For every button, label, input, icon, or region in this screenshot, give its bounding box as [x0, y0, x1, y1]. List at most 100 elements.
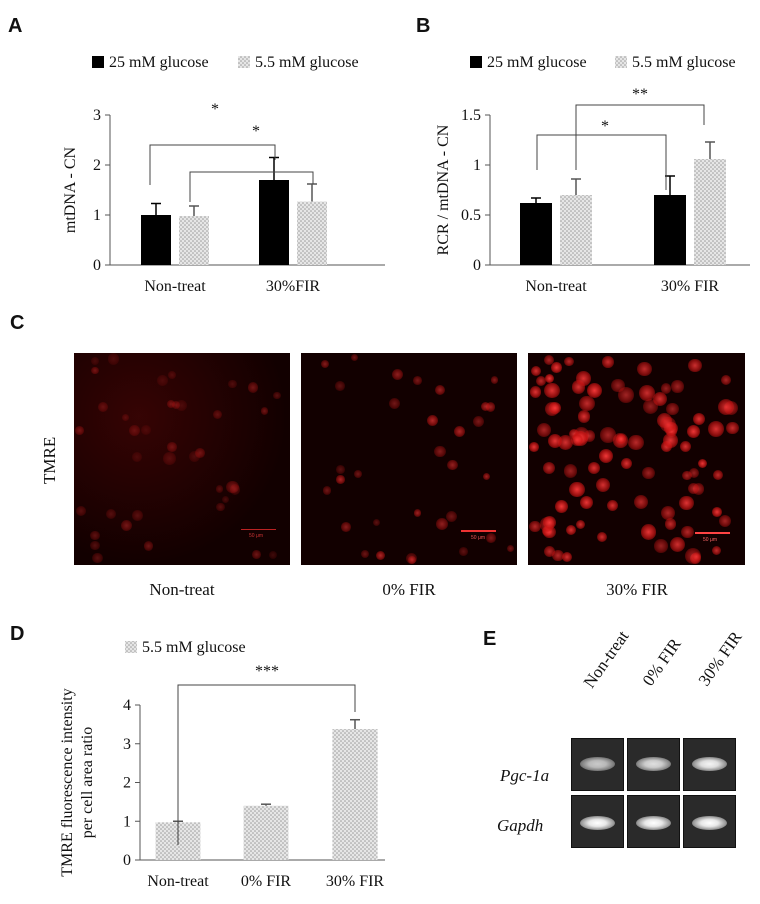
fluorescent-cell: [563, 464, 578, 478]
panel-label-e: E: [483, 628, 497, 650]
fluorescent-cell: [360, 550, 369, 559]
micrograph-non-treat: 50 μm: [74, 353, 290, 565]
micrograph-30-fir: 50 μm: [528, 353, 745, 565]
fluorescent-cell: [132, 510, 143, 521]
bar: [520, 203, 552, 265]
bar: [654, 195, 686, 265]
fluorescent-cell: [413, 375, 422, 385]
gel-lane-gapdh-0-fir: [627, 795, 680, 848]
gel-lane-gapdh-non-treat: [571, 795, 624, 848]
bar: [179, 216, 209, 265]
fluorescent-cell: [216, 503, 225, 512]
fluorescent-cell: [336, 475, 345, 484]
legend-label: 25 mM glucose: [487, 54, 587, 71]
fluorescent-cell: [121, 519, 133, 531]
fluorescent-cell: [506, 545, 515, 553]
fluorescent-cell: [711, 545, 722, 555]
fluorescent-cell: [543, 516, 556, 529]
fluorescent-cell: [726, 421, 739, 435]
fluorescent-cell: [252, 549, 261, 559]
y-tick-label: 1: [473, 157, 481, 174]
fluorescent-cell: [529, 442, 539, 453]
bar: [332, 729, 378, 860]
fluorescent-cell: [176, 400, 188, 412]
fluorescent-cell: [413, 509, 422, 517]
legend-swatch: [92, 56, 104, 68]
fluorescent-cell: [350, 354, 358, 362]
y-tick-label: 1: [93, 207, 101, 224]
fluorescent-cell: [226, 480, 239, 494]
fluorescent-cell: [679, 495, 694, 511]
fluorescent-cell: [75, 426, 85, 435]
fluorescent-cell: [642, 466, 655, 480]
y-axis-label-line2: per cell area ratio: [79, 727, 96, 838]
micrograph-label-0-fir: 0% FIR: [382, 580, 436, 599]
fluorescent-cell: [156, 374, 168, 386]
fluorescent-cell: [212, 409, 223, 420]
fluorescent-cell: [458, 547, 468, 556]
fluorescent-cell: [536, 375, 547, 387]
fluorescent-cell: [551, 362, 562, 373]
fluorescent-cell: [638, 385, 655, 401]
fluorescent-cell: [376, 551, 386, 561]
fluorescent-cell: [167, 371, 176, 380]
x-tick-label: 0% FIR: [241, 873, 292, 890]
bar: [560, 195, 592, 265]
significance-label: *: [252, 123, 260, 140]
fluorescent-cell: [131, 451, 142, 462]
fluorescent-cell: [708, 421, 724, 437]
fluorescent-cell: [143, 541, 154, 551]
fluorescent-cell: [433, 445, 446, 458]
fluorescent-cell: [321, 359, 330, 368]
bar: [259, 180, 289, 265]
fluorescent-cell: [554, 500, 568, 514]
significance-label: **: [632, 86, 648, 103]
legend-label: 5.5 mM glucose: [632, 54, 736, 71]
legend-label: 25 mM glucose: [109, 54, 209, 71]
fluorescent-cell: [606, 499, 618, 511]
fluorescent-cell: [472, 416, 484, 428]
fluorescent-cell: [221, 495, 229, 504]
fluorescent-cell: [529, 521, 541, 533]
y-axis-label: RCR / mtDNA - CN: [435, 124, 452, 255]
fluorescent-cell: [686, 425, 700, 439]
fluorescent-cell: [107, 353, 120, 365]
fluorescent-cell: [543, 462, 556, 475]
fluorescent-cell: [666, 402, 679, 416]
fluorescent-cell: [166, 400, 175, 409]
fluorescent-cell: [718, 514, 731, 528]
significance-label: *: [211, 101, 219, 118]
fluorescent-cell: [660, 416, 676, 433]
fluorescent-cell: [388, 398, 400, 410]
fluorescent-cell: [408, 555, 417, 564]
fluorescent-cell: [698, 458, 708, 468]
significance-bracket: [189, 171, 314, 202]
fluorescent-cell: [549, 401, 562, 414]
fluorescent-cell: [436, 517, 448, 530]
fluorescent-cell: [537, 423, 552, 438]
gel-lane-pgc1a-non-treat: [571, 738, 624, 791]
fluorescent-cell: [435, 385, 446, 396]
fluorescent-cell: [216, 485, 224, 493]
chart-b: 0 0.5 1 1.5 RCR / mtDNA - CN 25 mM glucose 5.5…: [435, 54, 750, 295]
fluorescent-cell: [691, 551, 702, 561]
fluorescent-cell: [544, 354, 555, 365]
fluorescent-cell: [140, 425, 151, 436]
scale-bar-label: 50 μm: [471, 535, 485, 541]
significance-label: ***: [255, 663, 279, 680]
fluorescent-cell: [92, 552, 103, 564]
y-tick-label: 1: [123, 813, 131, 830]
fluorescent-cell: [341, 522, 351, 532]
fluorescent-cell: [620, 457, 632, 469]
y-tick-label: 0: [473, 257, 481, 274]
legend-swatch: [615, 56, 627, 68]
fluorescent-cell: [579, 495, 594, 509]
y-tick-label: 3: [93, 107, 101, 124]
y-tick-label: 3: [123, 736, 131, 753]
bar: [141, 215, 171, 265]
panel-label-c: C: [10, 312, 25, 334]
fluorescent-cell: [596, 478, 611, 493]
y-tick-label: 0: [93, 257, 101, 274]
fluorescent-cell: [454, 426, 466, 438]
fluorescent-cell: [654, 539, 668, 553]
